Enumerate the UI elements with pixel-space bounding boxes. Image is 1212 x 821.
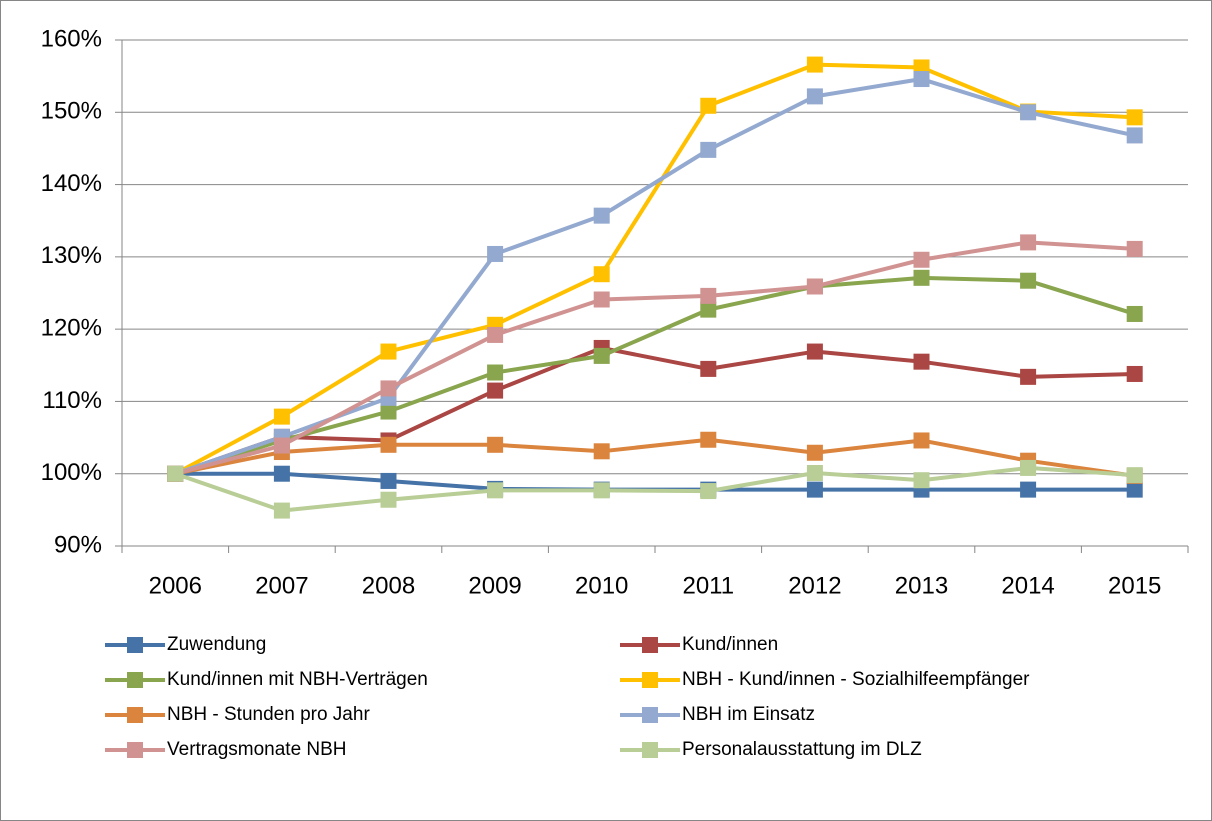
marker — [1020, 481, 1037, 498]
x-tick-label: 2014 — [1001, 572, 1054, 599]
marker — [913, 71, 930, 88]
series-line — [174, 345, 1135, 476]
marker — [700, 301, 717, 318]
y-tick-label: 110% — [42, 387, 102, 414]
legend-marker — [642, 672, 658, 688]
legend-label: Personalausstattung im DLZ — [682, 739, 922, 760]
legend-marker — [642, 707, 658, 723]
legend-label: NBH - Kund/innen - Sozialhilfeempfänger — [682, 669, 1030, 690]
legend-marker — [127, 742, 143, 758]
marker — [1126, 240, 1143, 257]
marker — [700, 141, 717, 158]
x-tick-label: 2015 — [1108, 572, 1161, 599]
legend-label: NBH - Stunden pro Jahr — [167, 704, 370, 725]
marker — [380, 436, 397, 453]
marker — [593, 207, 610, 224]
marker — [806, 278, 823, 295]
marker — [1020, 272, 1037, 289]
marker — [593, 291, 610, 308]
marker — [806, 88, 823, 105]
marker — [487, 382, 504, 399]
marker — [273, 465, 290, 482]
marker — [487, 436, 504, 453]
marker — [487, 482, 504, 499]
marker — [487, 364, 504, 381]
marker — [380, 343, 397, 360]
y-tick-label: 90% — [54, 531, 102, 558]
marker — [380, 472, 397, 489]
marker — [1020, 459, 1037, 476]
marker — [487, 245, 504, 262]
marker — [380, 403, 397, 420]
x-tick-label: 2010 — [575, 572, 628, 599]
x-tick-label: 2007 — [255, 572, 308, 599]
marker — [593, 266, 610, 283]
marker — [700, 287, 717, 304]
marker — [1126, 365, 1143, 382]
marker — [806, 343, 823, 360]
y-tick-label: 100% — [41, 459, 102, 486]
series-line — [174, 275, 1136, 476]
series-line — [174, 62, 1135, 476]
marker — [806, 444, 823, 461]
legend-label: Zuwendung — [167, 634, 266, 655]
marker — [593, 347, 610, 364]
marker — [806, 56, 823, 73]
y-tick-label: 160% — [41, 25, 102, 52]
x-tick-label: 2008 — [362, 572, 415, 599]
legend-label: Kund/innen mit NBH-Verträgen — [167, 669, 428, 690]
marker — [913, 269, 930, 286]
marker — [700, 97, 717, 114]
x-tick-label: 2006 — [149, 572, 202, 599]
marker — [167, 465, 184, 482]
marker — [1126, 127, 1143, 144]
marker — [380, 380, 397, 397]
marker — [1126, 481, 1143, 498]
marker — [273, 502, 290, 519]
legend-marker — [127, 637, 143, 653]
marker — [913, 432, 930, 449]
y-tick-label: 150% — [41, 98, 102, 125]
x-tick-label: 2011 — [682, 572, 734, 599]
marker — [806, 481, 823, 498]
x-tick-label: 2013 — [895, 572, 948, 599]
marker — [1020, 104, 1037, 121]
legend-label: Vertragsmonate NBH — [167, 739, 347, 760]
marker — [806, 464, 823, 481]
marker — [1020, 234, 1037, 251]
y-tick-label: 120% — [41, 314, 102, 341]
legend-marker — [127, 707, 143, 723]
marker — [700, 360, 717, 377]
marker — [487, 326, 504, 343]
x-tick-label: 2009 — [468, 572, 521, 599]
y-tick-label: 130% — [41, 242, 102, 269]
series-line — [174, 437, 1135, 478]
marker — [913, 472, 930, 489]
x-tick-label: 2012 — [788, 572, 841, 599]
legend-marker — [642, 637, 658, 653]
marker — [913, 251, 930, 268]
marker — [700, 431, 717, 448]
marker — [593, 482, 610, 499]
marker — [273, 408, 290, 425]
marker — [913, 353, 930, 370]
series-line — [174, 240, 1135, 476]
marker — [1126, 109, 1143, 126]
marker — [273, 437, 290, 454]
legend-label: Kund/innen — [682, 634, 778, 655]
y-tick-label: 140% — [41, 170, 102, 197]
series-line — [174, 465, 1135, 513]
marker — [1020, 368, 1037, 385]
legend-marker — [127, 672, 143, 688]
marker — [593, 443, 610, 460]
marker — [1126, 467, 1143, 484]
legend-label: NBH im Einsatz — [682, 704, 815, 725]
marker — [1126, 305, 1143, 322]
marker — [380, 491, 397, 508]
marker — [700, 483, 717, 500]
legend-marker — [642, 742, 658, 758]
